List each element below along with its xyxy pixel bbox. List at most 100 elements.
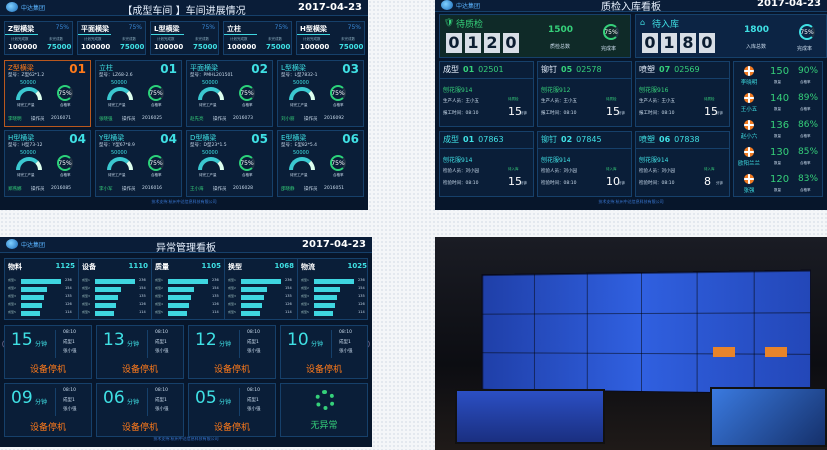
anomaly-header: 中达集团 异常管理看板 2017-04-23	[0, 237, 372, 254]
operator-role: 操作员	[122, 187, 136, 192]
target-value: 50000	[202, 150, 218, 156]
category-name: 物流	[301, 263, 315, 271]
product-card[interactable]: Y型横梁 04 型号：Y型67*8.9 50000 待完工产量 75% 合格率 李小军 操作员 2…	[95, 130, 182, 197]
work-order-card[interactable]: 喷塑 07 02569 刨花服916 生产人员：王小五 报工时间：08:10 待质检 15 分钟	[635, 61, 730, 127]
work-order-card[interactable]: 铆钉 02 07845 刨花服914 检验人员：刘小园 检验时间：08:10 待入库 10 分钟	[537, 131, 632, 197]
category-column[interactable]: 换型 1068 成型1 236 成型2 154 成型3 135 成型4 126 成型5 114	[224, 259, 297, 319]
product-model: 型号：PMHL201501	[190, 73, 234, 78]
operator-role: 操作员	[304, 187, 318, 192]
digit: 0	[699, 33, 715, 53]
person-name: 张小强	[63, 407, 77, 412]
gauge-label: 待完工产量	[108, 173, 126, 177]
bar	[241, 295, 264, 300]
duration: 12	[195, 330, 217, 350]
summary-percent: 75%	[128, 24, 142, 31]
digit: 0	[446, 33, 462, 53]
category-column[interactable]: 质量 1105 成型1 236 成型2 154 成型3 135 成型4 126 成型5 114	[151, 259, 224, 319]
event-time: 08:10	[247, 330, 260, 335]
anomaly-tile[interactable]: 10 分钟 08:10 成型1 张小强 设备停机	[280, 325, 368, 379]
operator-id: 2016051	[324, 186, 345, 191]
line-name: 成型1	[155, 340, 167, 345]
card-header: 喷塑 07 02569	[639, 64, 700, 75]
footer: 技术支持:杭州中达信息科技有限公司	[598, 199, 664, 204]
gauge-icon	[289, 157, 315, 170]
anomaly-tile[interactable]: 06 分钟 08:10 成型1 张小强 设备停机	[96, 383, 184, 437]
summary-progress	[297, 34, 331, 35]
product-card[interactable]: D型横梁 05 型号：D型23*1.5 50000 待完工产量 75% 合格率 王小海 操作员 2…	[186, 130, 273, 197]
product-number: 04	[160, 132, 177, 146]
bar	[168, 303, 190, 308]
product-name: Z型横梁	[8, 64, 34, 72]
plan-value: 100000	[300, 43, 330, 51]
normal-tile[interactable]: 无异常	[280, 383, 368, 437]
panel-label: 待质检	[456, 20, 484, 30]
product-card[interactable]: Z型横梁 01 型号：Z型62*1.2 50000 待完工产量 75% 合格率 李晓明 操作员 2…	[4, 60, 91, 127]
summary-percent: 75%	[201, 24, 215, 31]
date: 2017-04-23	[298, 2, 362, 13]
pass-rate-label: 合格率	[800, 107, 811, 111]
bar	[21, 279, 61, 284]
bar-value: 236	[139, 278, 146, 282]
product-card[interactable]: 平面横梁 02 型号：PMHL201501 50000 待完工产量 75% 合格率 赵先亮 操作…	[186, 60, 273, 127]
product-card[interactable]: 立柱 01 型号：LZ68-2.6 50000 待完工产量 75% 合格率 张晓强 操作员 201…	[95, 60, 182, 127]
pass-rate: 83%	[798, 174, 819, 184]
person-line: 生产人员：王小五	[639, 99, 675, 104]
summary-card[interactable]: L型横梁 75% 计划完成数 100000 未完成数 75000	[150, 21, 219, 55]
employee-name: 赵小六	[740, 134, 758, 140]
anomaly-tile[interactable]: 15 分钟 08:10 成型1 张小强 设备停机	[4, 325, 92, 379]
part-name: 刨花服914	[443, 157, 473, 164]
gauge-label: 待完工产量	[17, 173, 35, 177]
work-order-card[interactable]: 铆钉 05 02578 刨花服912 生产人员：王小五 报工时间：08:10 待质检 15 分钟	[537, 61, 632, 127]
summary-card[interactable]: 平面横梁 75% 计划完成数 100000 未完成数 75000	[77, 21, 146, 55]
category-column[interactable]: 物流 1025 成型1 236 成型2 154 成型3 135 成型4 126 成型5 114	[297, 259, 370, 319]
rate-ring: 75%	[239, 155, 255, 171]
product-card[interactable]: E型横梁 06 型号：E型82*5.4 50000 待完工产量 75% 合格率 邵晓静 操作员 2…	[277, 130, 364, 197]
anomaly-tile[interactable]: 05 分钟 08:10 成型1 张小强 设备停机	[188, 383, 276, 437]
category-total: 1105	[201, 262, 221, 270]
person-name: 张小强	[155, 407, 169, 412]
category-column[interactable]: 物料 1125 成型1 236 成型2 154 成型3 135 成型4 126 成型5 114	[5, 259, 78, 319]
event-time: 08:10	[63, 330, 76, 335]
work-order-card[interactable]: 成型 01 07863 刨花服914 检验人员：刘小园 检验时间：08:10 待入库 15 分钟	[439, 131, 534, 197]
anomaly-board: 中达集团 异常管理看板 2017-04-23 ‹ › 技术支持:杭州中达信息科技…	[0, 237, 372, 447]
bar-value: 154	[212, 286, 219, 290]
wait-minutes: 15	[508, 175, 522, 188]
summary-card[interactable]: 立柱 75% 计划完成数 100000 未完成数 75000	[223, 21, 292, 55]
bar	[314, 287, 341, 292]
bar	[241, 279, 281, 284]
order-code: 07845	[576, 135, 602, 144]
quantity: 136	[770, 120, 790, 131]
category-column[interactable]: 设备 1110 成型1 236 成型2 154 成型3 135 成型4 126 成型5 114	[78, 259, 151, 319]
wait-minutes: 8	[704, 175, 711, 188]
summary-card[interactable]: Z型横梁 75% 计划完成数 100000 未完成数 75000	[4, 21, 73, 55]
anomaly-tile[interactable]: 09 分钟 08:10 成型1 张小强 设备停机	[4, 383, 92, 437]
operator-name: 李晓明	[8, 117, 22, 122]
person-line: 生产人员：王小五	[541, 99, 577, 104]
bar	[95, 287, 122, 292]
work-order-card[interactable]: 成型 01 02501 刨花服914 生产人员：王小五 报工时间：08:10 待质检 15 分钟	[439, 61, 534, 127]
category-total: 1068	[274, 262, 294, 270]
work-order-card[interactable]: 喷塑 06 07838 刨花服914 检验人员：刘小园 检验时间：08:10 待入库 8 分钟	[635, 131, 730, 197]
divider	[538, 148, 631, 149]
bar	[241, 287, 268, 292]
gauge-icon	[107, 87, 133, 100]
duration: 06	[103, 388, 125, 408]
operator-id: 2016085	[51, 186, 72, 191]
category-name: 质量	[155, 263, 169, 271]
product-card[interactable]: H型横梁 04 型号：H型73-12 50000 待完工产量 75% 合格率 郑燕娜 操作员 20…	[4, 130, 91, 197]
summary-name: Z型横梁	[8, 25, 35, 33]
anomaly-tile[interactable]: 13 分钟 08:10 成型1 张小强 设备停机	[96, 325, 184, 379]
bar	[241, 303, 263, 308]
status-label: 待入库	[508, 167, 519, 171]
rate-ring: 75%	[799, 24, 815, 40]
employee-name: 张强	[743, 188, 755, 194]
product-card[interactable]: L型横梁 03 型号：L型7832-1 50000 待完工产量 75% 合格率 刘小丽 操作员 2…	[277, 60, 364, 127]
anomaly-tile[interactable]: 12 分钟 08:10 成型1 张小强 设备停机	[188, 325, 276, 379]
bar-value: 154	[139, 286, 146, 290]
line-name: 成型1	[155, 398, 167, 403]
rate-label: 合格率	[242, 103, 253, 107]
summary-card[interactable]: H型横梁 75% 计划完成数 100000 未完成数 75000	[296, 21, 365, 55]
event-time: 08:10	[247, 388, 260, 393]
target-value: 50000	[293, 150, 309, 156]
gauge-icon	[289, 87, 315, 100]
